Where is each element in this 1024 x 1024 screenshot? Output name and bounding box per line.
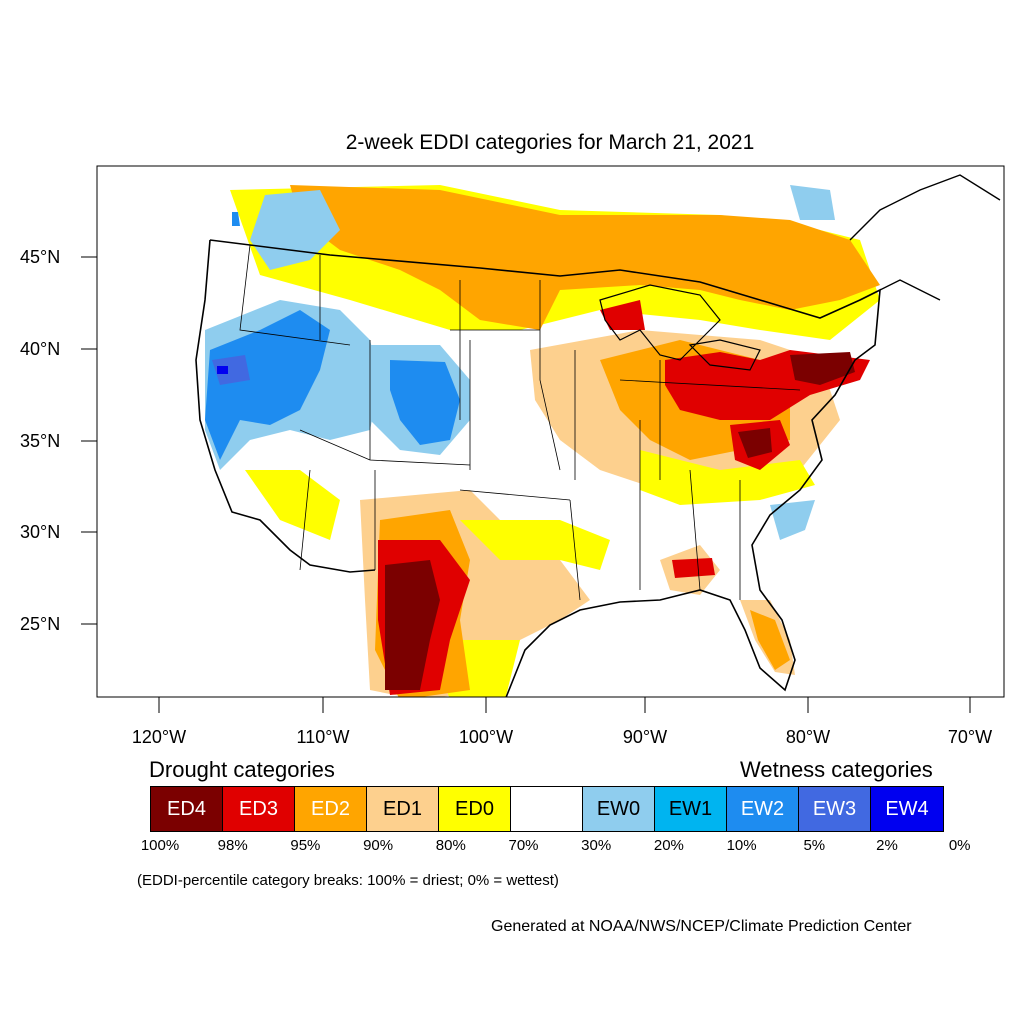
lon-label-110: 110°W bbox=[297, 727, 350, 747]
ew4-region-great-basin bbox=[217, 366, 228, 374]
legend-break-label: 95% bbox=[290, 837, 321, 854]
canada-coast bbox=[849, 174, 1001, 301]
legend-box-ed0: ED0 bbox=[439, 787, 511, 831]
ew0-region-northwest bbox=[250, 190, 340, 270]
ew2-region-great-basin bbox=[205, 310, 330, 460]
legend-break-label: 20% bbox=[653, 837, 684, 854]
legend-break-label: 30% bbox=[581, 837, 612, 854]
legend-wetness-heading: Wetness categories bbox=[740, 757, 933, 782]
legend-break-label: 90% bbox=[363, 837, 394, 854]
legend-break-label: 2% bbox=[876, 837, 898, 854]
ed4-region-wv bbox=[738, 428, 772, 458]
legend-box-ed4: ED4 bbox=[151, 787, 223, 831]
category-footnote: (EDDI-percentile category breaks: 100% =… bbox=[137, 872, 559, 889]
state-borders bbox=[239, 244, 801, 601]
lat-label-35: 35°N bbox=[20, 431, 60, 451]
legend-break-label: 98% bbox=[217, 837, 248, 854]
ew0-region-carolinas bbox=[770, 500, 815, 540]
legend-box-ew3: EW3 bbox=[799, 787, 871, 831]
legend-box-ew0: EW0 bbox=[583, 787, 655, 831]
legend-break-label: 10% bbox=[726, 837, 757, 854]
legend-break-label: 70% bbox=[508, 837, 539, 854]
legend-box-ed3: ED3 bbox=[223, 787, 295, 831]
lat-ticks bbox=[81, 256, 97, 625]
ed3-region-mi bbox=[600, 300, 645, 330]
legend-break-label: 5% bbox=[803, 837, 826, 854]
ed0-region-ohio bbox=[640, 450, 815, 505]
ed0-region-sw bbox=[245, 470, 340, 540]
lon-label-70: 70°W bbox=[948, 727, 992, 747]
lon-label-80: 80°W bbox=[786, 727, 830, 747]
legend-box-neutral bbox=[511, 787, 583, 831]
legend-box-ew4: EW4 bbox=[871, 787, 943, 831]
lon-ticks bbox=[158, 697, 971, 713]
map-frame bbox=[96, 165, 1005, 698]
ed0-region-southern-plains bbox=[460, 520, 610, 570]
legend-box-ed1: ED1 bbox=[367, 787, 439, 831]
legend-box-ed2: ED2 bbox=[295, 787, 367, 831]
ed2-region-north-central bbox=[290, 185, 880, 330]
credit-line: Generated at NOAA/NWS/NCEP/Climate Predi… bbox=[491, 918, 912, 935]
legend-break-label: 0% bbox=[948, 837, 971, 854]
ed3-region-gulf bbox=[672, 558, 715, 578]
legend-drought-heading: Drought categories bbox=[149, 757, 335, 782]
map-title: 2-week EDDI categories for March 21, 202… bbox=[345, 131, 755, 154]
lon-label-90: 90°W bbox=[623, 727, 667, 747]
legend-box-ew2: EW2 bbox=[727, 787, 799, 831]
lat-label-45: 45°N bbox=[20, 247, 60, 267]
ed4-region-texas bbox=[385, 560, 440, 690]
ed4-region-pa bbox=[790, 352, 855, 385]
legend-color-bar: ED4 ED3 ED2 ED1 ED0 EW0 EW1 EW2 EW3 EW4 bbox=[150, 786, 944, 832]
great-lakes-outline bbox=[599, 284, 761, 371]
ew2-region-northwest bbox=[232, 212, 240, 226]
eddi-map: 45°N 40°N 35°N 30°N 25°N 120°W 110°W 100… bbox=[20, 165, 1005, 747]
ew0-region-northeast bbox=[790, 185, 835, 220]
lat-label-25: 25°N bbox=[20, 614, 60, 634]
ew3-region-great-basin bbox=[212, 355, 250, 385]
ew2-region-rockies bbox=[390, 360, 460, 445]
legend-break-label: 80% bbox=[435, 837, 466, 854]
legend-break-label: 100% bbox=[140, 837, 180, 854]
lat-label-40: 40°N bbox=[20, 339, 60, 359]
lon-label-120: 120°W bbox=[132, 727, 186, 747]
ed2-region-florida bbox=[750, 610, 790, 670]
lat-label-30: 30°N bbox=[20, 522, 60, 542]
legend-box-ew1: EW1 bbox=[655, 787, 727, 831]
conus-outline bbox=[195, 239, 881, 697]
lon-label-100: 100°W bbox=[459, 727, 513, 747]
